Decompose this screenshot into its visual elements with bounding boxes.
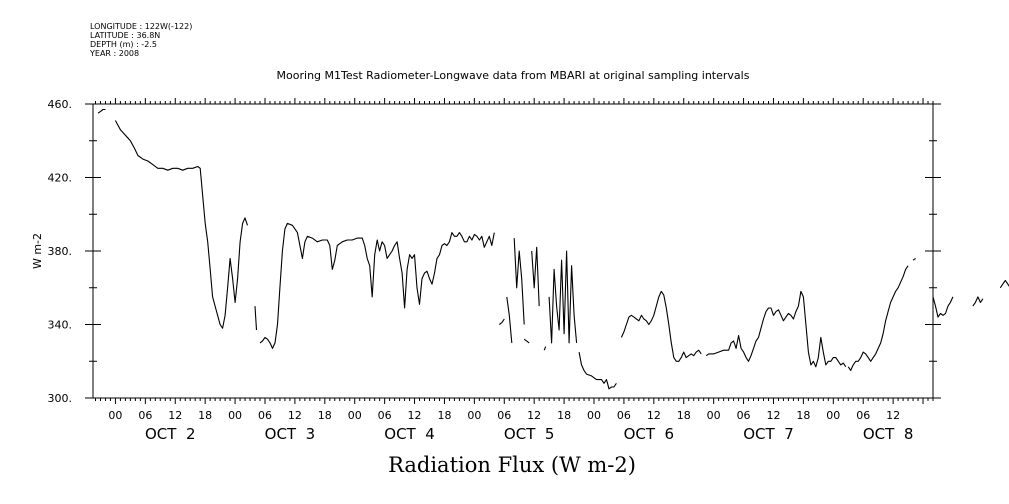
data-line-segment bbox=[972, 296, 984, 307]
data-line-segment bbox=[705, 290, 847, 368]
data-line-segment bbox=[259, 222, 495, 349]
data-line-segment bbox=[548, 250, 578, 344]
chart-title: Mooring M1Test Radiometer-Longwave data … bbox=[276, 69, 750, 82]
x-day-label: OCT 7 bbox=[743, 425, 794, 443]
depth-text: DEPTH (m) : -2.5 bbox=[90, 40, 157, 49]
x-day-label: OCT 8 bbox=[863, 425, 914, 443]
latitude-text: LATITUDE : 36.8N bbox=[90, 31, 161, 40]
x-hour-label: 18 bbox=[437, 409, 451, 422]
x-hour-label: 12 bbox=[408, 409, 422, 422]
x-day-label: OCT 3 bbox=[265, 425, 316, 443]
y-tick-label: 380. bbox=[48, 245, 73, 258]
x-hour-label: 06 bbox=[258, 409, 272, 422]
data-line-segment bbox=[578, 351, 617, 390]
data-line-segment bbox=[513, 238, 525, 325]
data-line-segment bbox=[506, 296, 513, 343]
x-hour-label: 00 bbox=[587, 409, 601, 422]
x-hour-label: 18 bbox=[198, 409, 212, 422]
x-hour-label: 00 bbox=[826, 409, 840, 422]
x-hour-label: 12 bbox=[886, 409, 900, 422]
data-line-segment bbox=[912, 257, 916, 261]
x-hour-label: 12 bbox=[647, 409, 661, 422]
year-text: YEAR : 2008 bbox=[90, 49, 140, 58]
x-day-label: OCT 5 bbox=[504, 425, 555, 443]
x-hour-label: 06 bbox=[856, 409, 870, 422]
data-line-segment bbox=[531, 246, 540, 307]
data-line-segment bbox=[999, 279, 1009, 289]
longitude-text: LONGITUDE : 122W(-122) bbox=[90, 22, 193, 31]
data-line-segment bbox=[498, 318, 505, 325]
y-tick-label: 340. bbox=[48, 319, 73, 332]
x-hour-label: 18 bbox=[796, 409, 810, 422]
y-axis-label: W m-2 bbox=[31, 233, 44, 269]
x-hour-label: 18 bbox=[318, 409, 332, 422]
x-hour-label: 12 bbox=[527, 409, 541, 422]
plot-frame bbox=[92, 103, 934, 399]
x-hour-label: 00 bbox=[108, 409, 122, 422]
x-hour-label: 18 bbox=[677, 409, 691, 422]
data-line-segment bbox=[254, 306, 258, 331]
x-day-label: OCT 4 bbox=[384, 425, 435, 443]
data-line-segment bbox=[620, 290, 702, 362]
x-hour-label: 06 bbox=[378, 409, 392, 422]
x-hour-label: 12 bbox=[288, 409, 302, 422]
y-tick-label: 420. bbox=[48, 172, 73, 185]
data-line-segment bbox=[114, 120, 249, 329]
data-line-segment bbox=[97, 108, 106, 114]
x-hour-label: 18 bbox=[557, 409, 571, 422]
data-line-segment bbox=[847, 265, 909, 371]
x-day-label: OCT 2 bbox=[145, 425, 196, 443]
x-hour-label: 00 bbox=[467, 409, 481, 422]
data-line-segment bbox=[543, 346, 547, 351]
x-hour-label: 12 bbox=[766, 409, 780, 422]
x-hour-label: 06 bbox=[497, 409, 511, 422]
x-hour-label: 12 bbox=[168, 409, 182, 422]
x-hour-label: 06 bbox=[138, 409, 152, 422]
x-hour-label: 06 bbox=[737, 409, 751, 422]
data-line-segment bbox=[523, 338, 530, 344]
x-axis-title: Radiation Flux (W m-2) bbox=[388, 453, 636, 477]
x-hour-label: 00 bbox=[228, 409, 242, 422]
x-hour-label: 00 bbox=[707, 409, 721, 422]
station-metadata: LONGITUDE : 122W(-122) LATITUDE : 36.8N … bbox=[90, 22, 192, 58]
y-tick-label: 300. bbox=[48, 392, 73, 405]
y-tick-label: 460. bbox=[48, 98, 73, 111]
data-line-segment bbox=[932, 296, 954, 318]
x-day-label: OCT 6 bbox=[624, 425, 675, 443]
x-hour-label: 06 bbox=[617, 409, 631, 422]
x-hour-label: 00 bbox=[348, 409, 362, 422]
